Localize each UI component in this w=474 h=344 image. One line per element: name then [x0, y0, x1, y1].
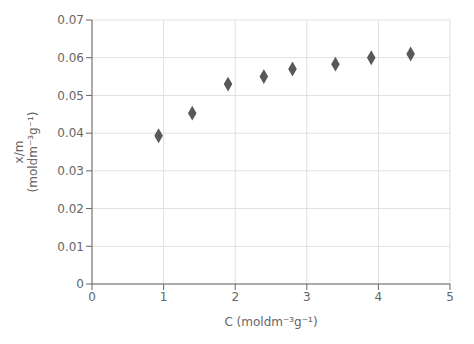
svg-text:1: 1	[160, 290, 168, 304]
svg-text:3: 3	[303, 290, 311, 304]
svg-text:0.01: 0.01	[57, 240, 84, 254]
svg-text:C (moldm⁻³g⁻¹): C (moldm⁻³g⁻¹)	[224, 315, 317, 329]
svg-text:0.07: 0.07	[57, 13, 84, 27]
svg-text:0.02: 0.02	[57, 202, 84, 216]
svg-text:5: 5	[446, 290, 454, 304]
svg-text:x/m(moldm⁻³g⁻¹): x/m(moldm⁻³g⁻¹)	[12, 112, 40, 193]
svg-text:0: 0	[76, 277, 84, 291]
svg-text:4: 4	[375, 290, 383, 304]
svg-text:0: 0	[88, 290, 96, 304]
svg-text:0.03: 0.03	[57, 164, 84, 178]
svg-text:0.04: 0.04	[57, 126, 84, 140]
svg-text:0.06: 0.06	[57, 51, 84, 65]
svg-text:2: 2	[231, 290, 239, 304]
svg-text:0.05: 0.05	[57, 89, 84, 103]
